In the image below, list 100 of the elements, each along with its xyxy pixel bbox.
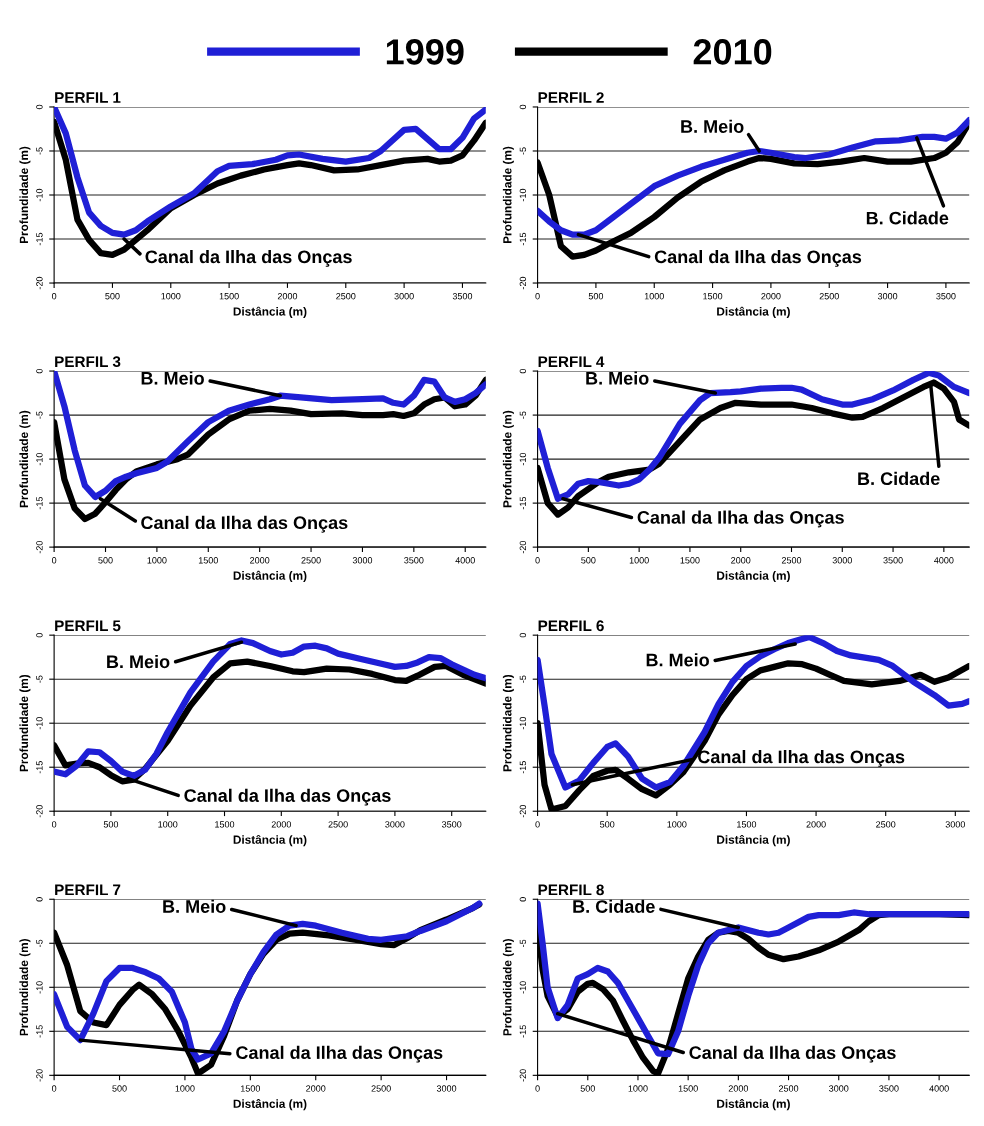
x-tick-label: 1000 — [147, 557, 167, 564]
y-axis-title: Profundidade (m) — [502, 410, 514, 508]
y-tick-label: -20 — [519, 1069, 527, 1082]
x-axis-title: Distância (m) — [233, 306, 307, 318]
x-tick-label: 1500 — [240, 1085, 261, 1092]
annotation: B. Cidade — [573, 899, 655, 913]
x-tick-label: 3000 — [385, 821, 405, 828]
x-tick-label: 1500 — [678, 1085, 698, 1092]
x-tick-label: 500 — [98, 557, 113, 564]
y-tick-label: 0 — [36, 104, 43, 110]
x-axis-title: Distância (m) — [717, 570, 790, 583]
y-tick-label: -5 — [519, 675, 527, 683]
annotation: Canal da Ilha das Onças — [141, 515, 348, 533]
chart-title: PERFIL 3 — [55, 356, 121, 368]
chart-title: PERFIL 2 — [538, 92, 604, 103]
x-tick-label: 1000 — [667, 821, 687, 828]
y-axis-title: Profundidade (m) — [502, 674, 514, 772]
x-tick-label: 2500 — [778, 1085, 799, 1092]
y-tick-label: 0 — [36, 897, 43, 902]
y-tick-label: -10 — [519, 452, 527, 466]
x-tick-label: 2000 — [250, 557, 270, 564]
y-axis-title: Profundidade (m) — [19, 674, 31, 772]
chart-title: PERFIL 4 — [538, 356, 605, 367]
annotation: B. Cidade — [866, 211, 949, 225]
annotation: Canal da Ilha das Onças — [689, 1045, 896, 1063]
x-tick-label: 2500 — [819, 293, 839, 300]
x-tick-label: 500 — [588, 293, 604, 300]
x-tick-label: 3000 — [352, 557, 373, 564]
y-tick-label: 0 — [36, 368, 43, 374]
y-tick-label: -5 — [519, 147, 527, 155]
y-tick-label: -15 — [519, 1025, 527, 1038]
x-tick-label: 500 — [105, 293, 120, 300]
y-tick-label: -10 — [36, 188, 43, 202]
chart-title: PERFIL 5 — [55, 620, 121, 632]
annotation: Canal da Ilha das Onças — [236, 1045, 443, 1063]
y-tick-label: -20 — [519, 540, 527, 554]
x-tick-label: 2500 — [876, 821, 896, 828]
annotation: Canal da Ilha das Onças — [145, 249, 352, 267]
x-tick-label: 1500 — [198, 557, 218, 564]
x-axis-title: Distância (m) — [233, 570, 307, 583]
y-axis-title: Profundidade (m) — [502, 146, 514, 244]
chart-title: PERFIL 6 — [538, 620, 604, 632]
x-tick-label: 1000 — [628, 1085, 648, 1092]
x-tick-label: 1500 — [703, 293, 723, 300]
x-tick-label: 500 — [581, 557, 596, 564]
chart-title: PERFIL 8 — [538, 884, 604, 896]
y-tick-label: -5 — [36, 147, 43, 155]
x-tick-label: 3500 — [404, 557, 424, 564]
x-tick-label: 500 — [580, 1085, 595, 1092]
x-tick-label: 500 — [112, 1085, 127, 1092]
x-tick-label: 2000 — [271, 821, 291, 828]
x-tick-label: 0 — [535, 1085, 540, 1092]
x-axis-title: Distância (m) — [717, 834, 790, 847]
y-tick-label: -20 — [36, 1069, 43, 1082]
x-tick-label: 3500 — [883, 557, 903, 564]
y-tick-label: -10 — [519, 188, 527, 202]
y-tick-label: -15 — [36, 1025, 43, 1038]
x-tick-label: 2500 — [328, 821, 348, 828]
y-tick-label: -10 — [519, 717, 527, 730]
x-tick-label: 1000 — [161, 293, 181, 300]
annotation: Canal da Ilha das Onças — [184, 788, 391, 806]
x-tick-label: 1000 — [644, 293, 664, 300]
y-tick-label: -5 — [519, 411, 527, 419]
x-tick-label: 3000 — [877, 293, 898, 300]
x-tick-label: 3000 — [829, 1085, 849, 1092]
y-tick-label: 0 — [519, 633, 527, 638]
y-tick-label: -20 — [36, 276, 43, 290]
x-tick-label: 500 — [600, 821, 615, 828]
annotation: B. Meio — [163, 899, 226, 913]
x-tick-label: 0 — [51, 1085, 57, 1092]
x-tick-label: 0 — [51, 293, 57, 300]
annotation: Canal da Ilha das Onças — [654, 249, 862, 267]
x-tick-label: 3000 — [832, 557, 852, 564]
y-tick-label: -5 — [519, 939, 527, 947]
x-tick-label: 4000 — [929, 1085, 949, 1092]
x-tick-label: 2000 — [806, 821, 826, 828]
x-tick-label: 1500 — [215, 821, 235, 828]
x-tick-label: 2500 — [781, 557, 802, 564]
x-tick-label: 1000 — [629, 557, 649, 564]
x-tick-label: 1000 — [175, 1085, 195, 1092]
x-tick-label: 2000 — [731, 557, 751, 564]
annotation: Canal da Ilha das Onças — [637, 510, 844, 528]
y-axis-title: Profundidade (m) — [19, 939, 31, 1036]
x-tick-label: 500 — [103, 821, 119, 828]
y-tick-label: -15 — [36, 496, 43, 510]
y-tick-label: -15 — [519, 496, 527, 510]
y-tick-label: -15 — [519, 761, 527, 774]
x-tick-label: 3000 — [394, 293, 414, 300]
x-tick-label: 3000 — [945, 821, 966, 828]
y-axis-title: Profundidade (m) — [19, 410, 31, 508]
x-tick-label: 1500 — [737, 821, 757, 828]
legend-label: 1999 — [386, 39, 464, 65]
y-tick-label: -20 — [519, 805, 527, 818]
y-tick-label: -5 — [36, 675, 43, 683]
x-tick-label: 2500 — [371, 1085, 391, 1092]
y-axis-title: Profundidade (m) — [19, 146, 31, 244]
x-tick-label: 0 — [535, 293, 540, 300]
legend-label: 2010 — [693, 39, 772, 65]
y-tick-label: -15 — [36, 232, 43, 246]
annotation: Canal da Ilha das Onças — [698, 750, 905, 767]
